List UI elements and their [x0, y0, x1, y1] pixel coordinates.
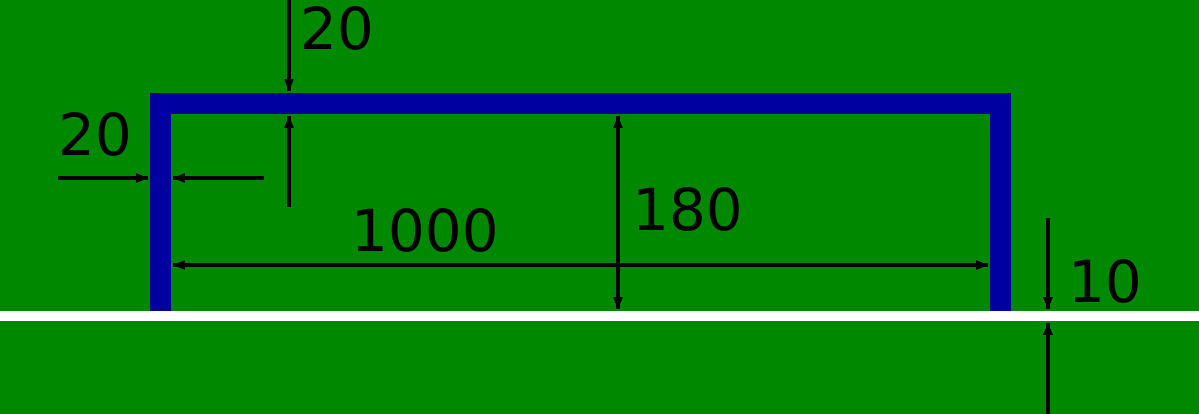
goal-right-post	[990, 93, 1011, 311]
post-thickness-label: 20	[58, 101, 132, 169]
crossbar-thickness-label: 20	[300, 0, 374, 63]
goal-crossbar	[150, 93, 1011, 114]
goal-frame	[150, 93, 1011, 311]
goal-left-post	[150, 93, 171, 311]
field-line	[0, 311, 1199, 321]
line-width-label: 10	[1068, 248, 1142, 316]
goal-height-label: 180	[632, 176, 743, 244]
goal-width-label: 1000	[351, 197, 499, 265]
